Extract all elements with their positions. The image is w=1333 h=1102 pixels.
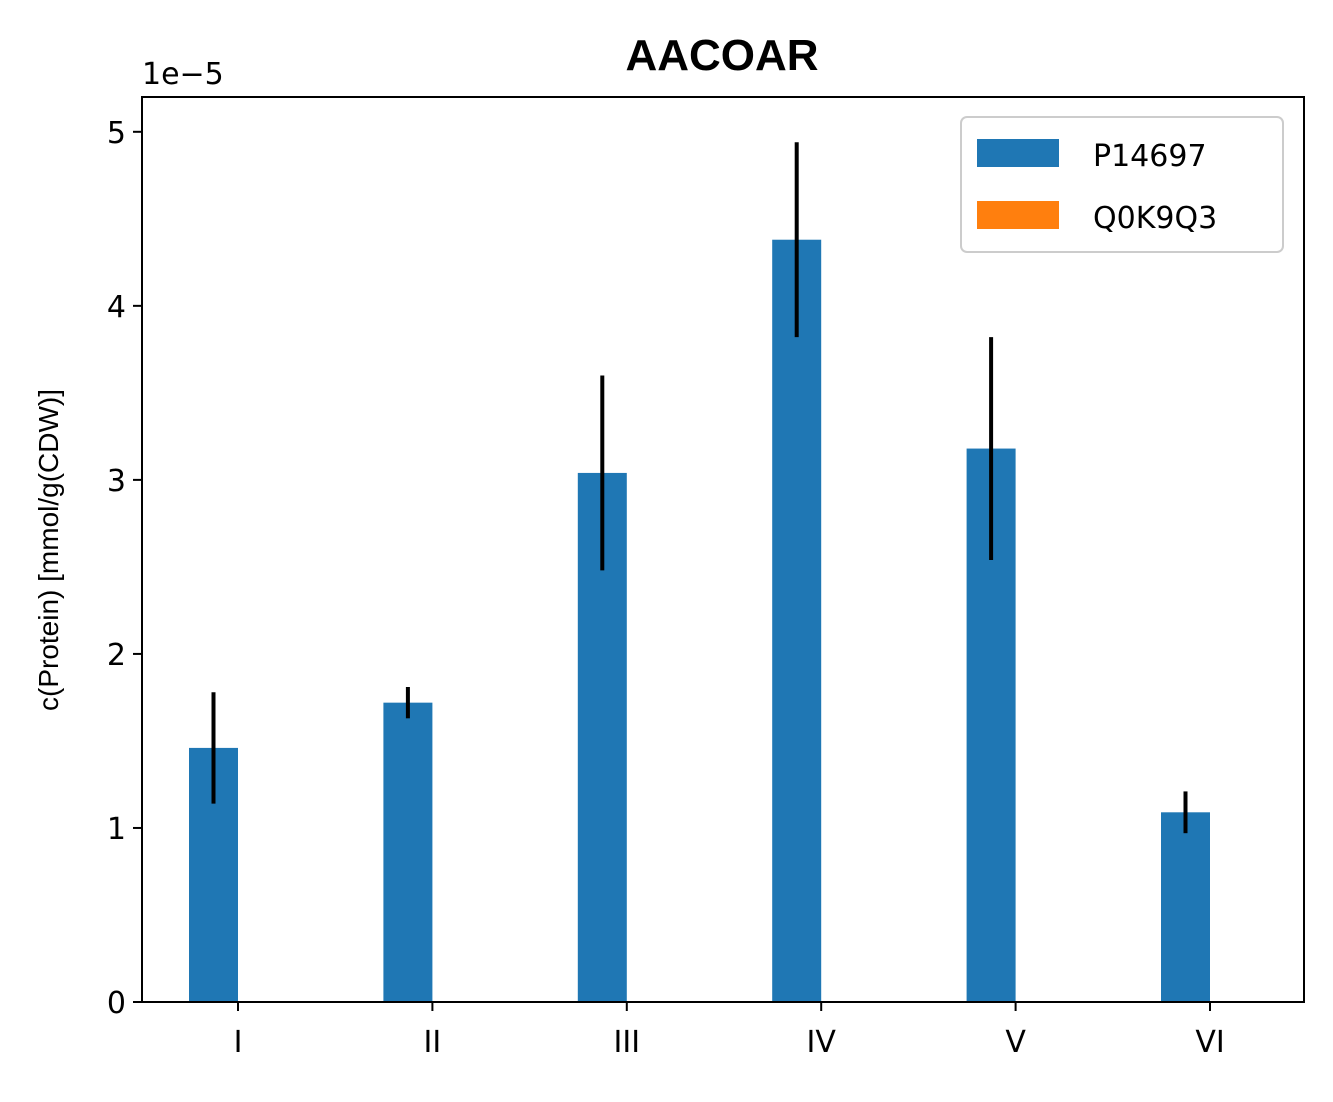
x-tick-label: VI [1195,1025,1224,1060]
x-tick-label: II [424,1025,442,1060]
y-tick-label: 1 [107,812,126,847]
legend-label-p14697: P14697 [1093,139,1207,174]
y-tick-label: 5 [107,116,126,151]
legend: P14697 Q0K9Q3 [960,116,1284,253]
bar-p14697 [383,702,433,1002]
y-tick-label: 2 [107,638,126,673]
y-tick-label: 4 [107,290,126,325]
legend-label-q0k9q3: Q0K9Q3 [1093,201,1217,236]
bar-p14697 [772,239,822,1002]
legend-swatch-q0k9q3 [977,201,1059,229]
plot-frame [141,96,1305,1003]
x-tick-label: I [234,1025,243,1060]
legend-swatch-p14697 [977,139,1059,167]
y-tick-label: 0 [107,986,126,1021]
y-axis-label: c(Protein) [mmol/g(CDW)] [33,389,64,711]
y-offset-label: 1e−5 [142,57,224,92]
x-tick-label: V [1005,1025,1026,1060]
chart-title: AACOAR [625,31,818,80]
x-tick-label: IV [807,1025,837,1060]
bar-p14697 [1161,812,1210,1002]
x-tick-label: III [614,1025,641,1060]
y-tick-label: 3 [107,464,126,499]
